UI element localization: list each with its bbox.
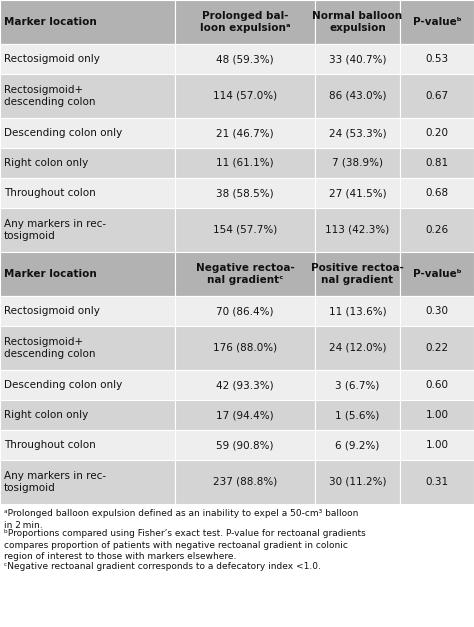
Text: Normal balloon
expulsion: Normal balloon expulsion <box>312 11 402 33</box>
Text: Rectosigmoid only: Rectosigmoid only <box>4 54 100 64</box>
Text: 0.68: 0.68 <box>426 188 448 198</box>
Text: 24 (12.0%): 24 (12.0%) <box>329 343 386 353</box>
Text: Marker location: Marker location <box>4 269 97 279</box>
Text: 237 (88.8%): 237 (88.8%) <box>213 477 277 487</box>
Text: 6 (9.2%): 6 (9.2%) <box>335 440 380 450</box>
Text: 114 (57.0%): 114 (57.0%) <box>213 91 277 101</box>
Text: 11 (61.1%): 11 (61.1%) <box>216 158 274 168</box>
Text: P-valueᵇ: P-valueᵇ <box>413 269 461 279</box>
Text: 70 (86.4%): 70 (86.4%) <box>216 306 274 316</box>
Text: Right colon only: Right colon only <box>4 158 88 168</box>
Text: 24 (53.3%): 24 (53.3%) <box>328 128 386 138</box>
Text: ᶜNegative rectoanal gradient corresponds to a defecatory index <1.0.: ᶜNegative rectoanal gradient corresponds… <box>4 562 321 571</box>
Text: ᵇProportions compared using Fisher’s exact test. P-value for rectoanal gradients: ᵇProportions compared using Fisher’s exa… <box>4 529 366 561</box>
Text: 33 (40.7%): 33 (40.7%) <box>329 54 386 64</box>
Text: Rectosigmoid+
descending colon: Rectosigmoid+ descending colon <box>4 337 95 359</box>
Text: 38 (58.5%): 38 (58.5%) <box>216 188 274 198</box>
Text: Right colon only: Right colon only <box>4 410 88 420</box>
Text: ᵃProlonged balloon expulsion defined as an inability to expel a 50-cm³ balloon
i: ᵃProlonged balloon expulsion defined as … <box>4 509 358 530</box>
Text: 154 (57.7%): 154 (57.7%) <box>213 225 277 235</box>
Text: 86 (43.0%): 86 (43.0%) <box>329 91 386 101</box>
Text: Descending colon only: Descending colon only <box>4 128 122 138</box>
Text: Descending colon only: Descending colon only <box>4 380 122 390</box>
Text: 0.30: 0.30 <box>426 306 448 316</box>
Text: 1.00: 1.00 <box>426 410 448 420</box>
Text: 21 (46.7%): 21 (46.7%) <box>216 128 274 138</box>
Text: P-valueᵇ: P-valueᵇ <box>413 17 461 27</box>
Text: Rectosigmoid only: Rectosigmoid only <box>4 306 100 316</box>
Text: 1 (5.6%): 1 (5.6%) <box>335 410 380 420</box>
Text: 7 (38.9%): 7 (38.9%) <box>332 158 383 168</box>
Text: 0.60: 0.60 <box>426 380 448 390</box>
Text: Positive rectoa-
nal gradient: Positive rectoa- nal gradient <box>311 263 404 285</box>
Text: 0.31: 0.31 <box>426 477 448 487</box>
Text: 0.26: 0.26 <box>426 225 448 235</box>
Text: 11 (13.6%): 11 (13.6%) <box>328 306 386 316</box>
Text: Any markers in rec-
tosigmoid: Any markers in rec- tosigmoid <box>4 471 106 493</box>
Text: 17 (94.4%): 17 (94.4%) <box>216 410 274 420</box>
Text: 48 (59.3%): 48 (59.3%) <box>216 54 274 64</box>
Text: 1.00: 1.00 <box>426 440 448 450</box>
Text: 0.53: 0.53 <box>426 54 448 64</box>
Text: Prolonged bal-
loon expulsionᵃ: Prolonged bal- loon expulsionᵃ <box>200 11 290 33</box>
Text: Throughout colon: Throughout colon <box>4 440 96 450</box>
Text: 0.81: 0.81 <box>426 158 448 168</box>
Text: Rectosigmoid+
descending colon: Rectosigmoid+ descending colon <box>4 85 95 107</box>
Text: 113 (42.3%): 113 (42.3%) <box>325 225 390 235</box>
Text: 0.67: 0.67 <box>426 91 448 101</box>
Text: Any markers in rec-
tosigmoid: Any markers in rec- tosigmoid <box>4 219 106 241</box>
Text: 0.20: 0.20 <box>426 128 448 138</box>
Text: Marker location: Marker location <box>4 17 97 27</box>
Text: Negative rectoa-
nal gradientᶜ: Negative rectoa- nal gradientᶜ <box>196 263 294 285</box>
Text: 176 (88.0%): 176 (88.0%) <box>213 343 277 353</box>
Text: 30 (11.2%): 30 (11.2%) <box>329 477 386 487</box>
Text: 42 (93.3%): 42 (93.3%) <box>216 380 274 390</box>
Text: 3 (6.7%): 3 (6.7%) <box>335 380 380 390</box>
Text: Throughout colon: Throughout colon <box>4 188 96 198</box>
Text: 59 (90.8%): 59 (90.8%) <box>216 440 274 450</box>
Text: 27 (41.5%): 27 (41.5%) <box>328 188 386 198</box>
Text: 0.22: 0.22 <box>426 343 448 353</box>
